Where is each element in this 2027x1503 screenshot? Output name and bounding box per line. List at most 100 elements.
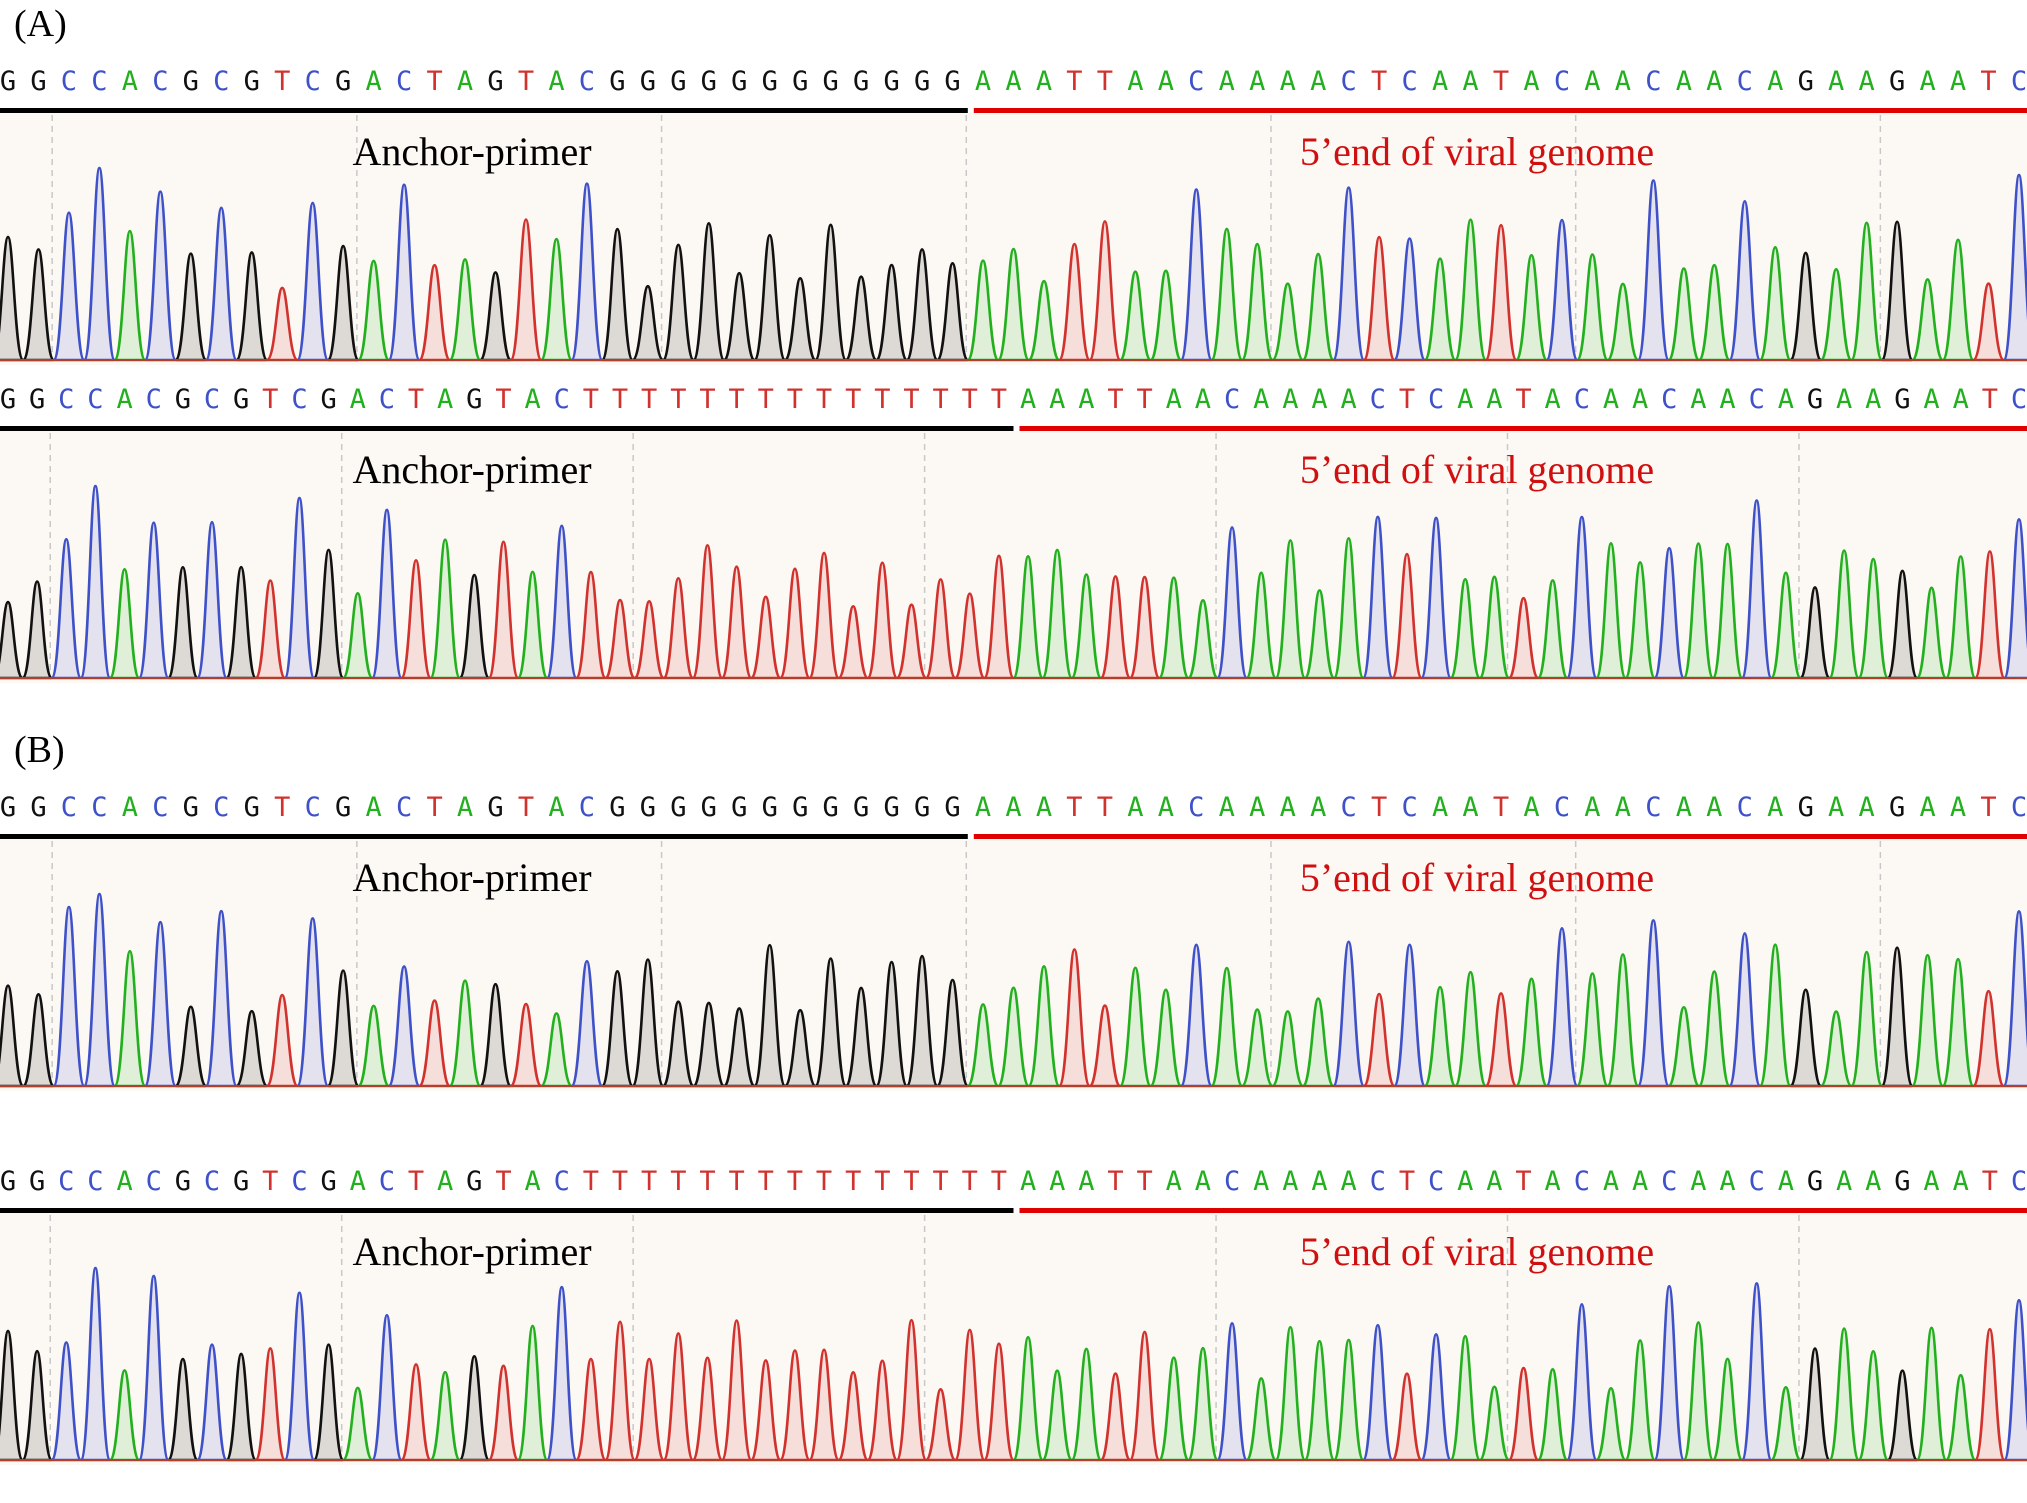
base-call: G [466, 384, 482, 415]
base-call: A [1919, 792, 1935, 823]
base-call: A [975, 66, 991, 97]
base-call: G [640, 792, 656, 823]
trace-peak [539, 237, 573, 362]
base-call: G [0, 792, 16, 823]
base-call: T [641, 1166, 657, 1197]
trace-peak [137, 521, 170, 680]
trace-peak [1545, 926, 1579, 1088]
trace-peak [570, 182, 604, 362]
trace-peak [21, 248, 55, 362]
base-call: T [1097, 792, 1113, 823]
base-call: A [1719, 1166, 1735, 1197]
base-call: C [2011, 792, 2027, 823]
base-call: A [1310, 792, 1326, 823]
trace-peak [753, 233, 787, 362]
trace-peak [1886, 1369, 1919, 1462]
trace-peak [1974, 550, 2006, 680]
trace-peak [575, 570, 607, 680]
base-call: C [291, 384, 307, 415]
trace-peak [371, 508, 403, 680]
trace-peak [1886, 569, 1919, 680]
base-call: A [1523, 66, 1539, 97]
trace-peak [400, 558, 432, 680]
trace-peak [2002, 173, 2027, 362]
trace-peak [254, 1347, 287, 1462]
trace-peak [296, 917, 330, 1088]
base-call: T [1982, 384, 1998, 415]
base-call: A [350, 384, 366, 415]
trace-peak [1088, 220, 1122, 362]
panel-label-a: (A) [14, 3, 67, 45]
base-call: T [758, 1166, 774, 1197]
trace-peak [1799, 1347, 1831, 1462]
base-call: T [408, 1166, 424, 1197]
base-call: A [1457, 384, 1473, 415]
viral-genome-bar [1019, 1208, 2027, 1213]
base-call: G [233, 1166, 249, 1197]
base-call: T [816, 384, 832, 415]
base-call: C [146, 1166, 162, 1197]
trace-peak [983, 554, 1015, 680]
trace-peak [1536, 579, 1569, 680]
base-call: A [1690, 384, 1706, 415]
base-call: T [1980, 792, 1996, 823]
base-call: T [1371, 66, 1387, 97]
base-call: C [305, 66, 321, 97]
trace-peak [1514, 977, 1548, 1088]
trace-peak [1303, 1339, 1336, 1462]
trace-peak [312, 548, 345, 680]
trace-peak [1758, 943, 1792, 1088]
base-call: C [1428, 1166, 1444, 1197]
base-call: A [1005, 792, 1021, 823]
trace-peak [196, 520, 228, 680]
base-call: C [87, 384, 103, 415]
trace-peak [1478, 575, 1511, 680]
base-call: T [495, 384, 511, 415]
base-call: G [944, 66, 960, 97]
base-call: T [518, 792, 534, 823]
base-call: G [823, 792, 839, 823]
trace-peak [235, 1009, 269, 1088]
trace-peak [1070, 573, 1103, 680]
trace-peak [631, 284, 665, 362]
trace-peak [1332, 1338, 1365, 1462]
trace-peak [600, 970, 634, 1088]
base-call: T [962, 384, 978, 415]
base-call: C [291, 1166, 307, 1197]
base-call: A [350, 1166, 366, 1197]
trace-peak [1099, 575, 1132, 680]
base-call: T [274, 792, 290, 823]
trace-background [0, 113, 2027, 365]
base-call: A [1158, 792, 1174, 823]
trace-peak [1536, 1367, 1569, 1462]
trace-peak [52, 905, 86, 1088]
base-call: G [609, 792, 625, 823]
trace-peak [1393, 237, 1427, 362]
base-call: G [609, 66, 625, 97]
base-call: A [1127, 792, 1143, 823]
base-call: A [366, 792, 382, 823]
trace-peak [1595, 1386, 1627, 1462]
base-call: A [1457, 1166, 1473, 1197]
base-call: T [903, 1166, 919, 1197]
base-call: A [1706, 66, 1722, 97]
trace-peak [143, 190, 177, 362]
base-call: A [1584, 66, 1600, 97]
trace-peak [1545, 218, 1579, 362]
trace-peak [1041, 1369, 1074, 1462]
trace-peak [1606, 282, 1640, 362]
trace-peak [844, 986, 878, 1088]
trace-peak [235, 251, 269, 362]
trace-peak [749, 595, 782, 680]
base-call: A [1195, 1166, 1211, 1197]
trace-peak [866, 1359, 899, 1462]
base-call: C [1401, 792, 1417, 823]
base-call: G [30, 66, 46, 97]
base-call: A [1280, 792, 1296, 823]
base-call: C [152, 66, 168, 97]
trace-peak [966, 259, 1000, 362]
base-call: C [1370, 384, 1386, 415]
trace-peak [1606, 953, 1640, 1088]
